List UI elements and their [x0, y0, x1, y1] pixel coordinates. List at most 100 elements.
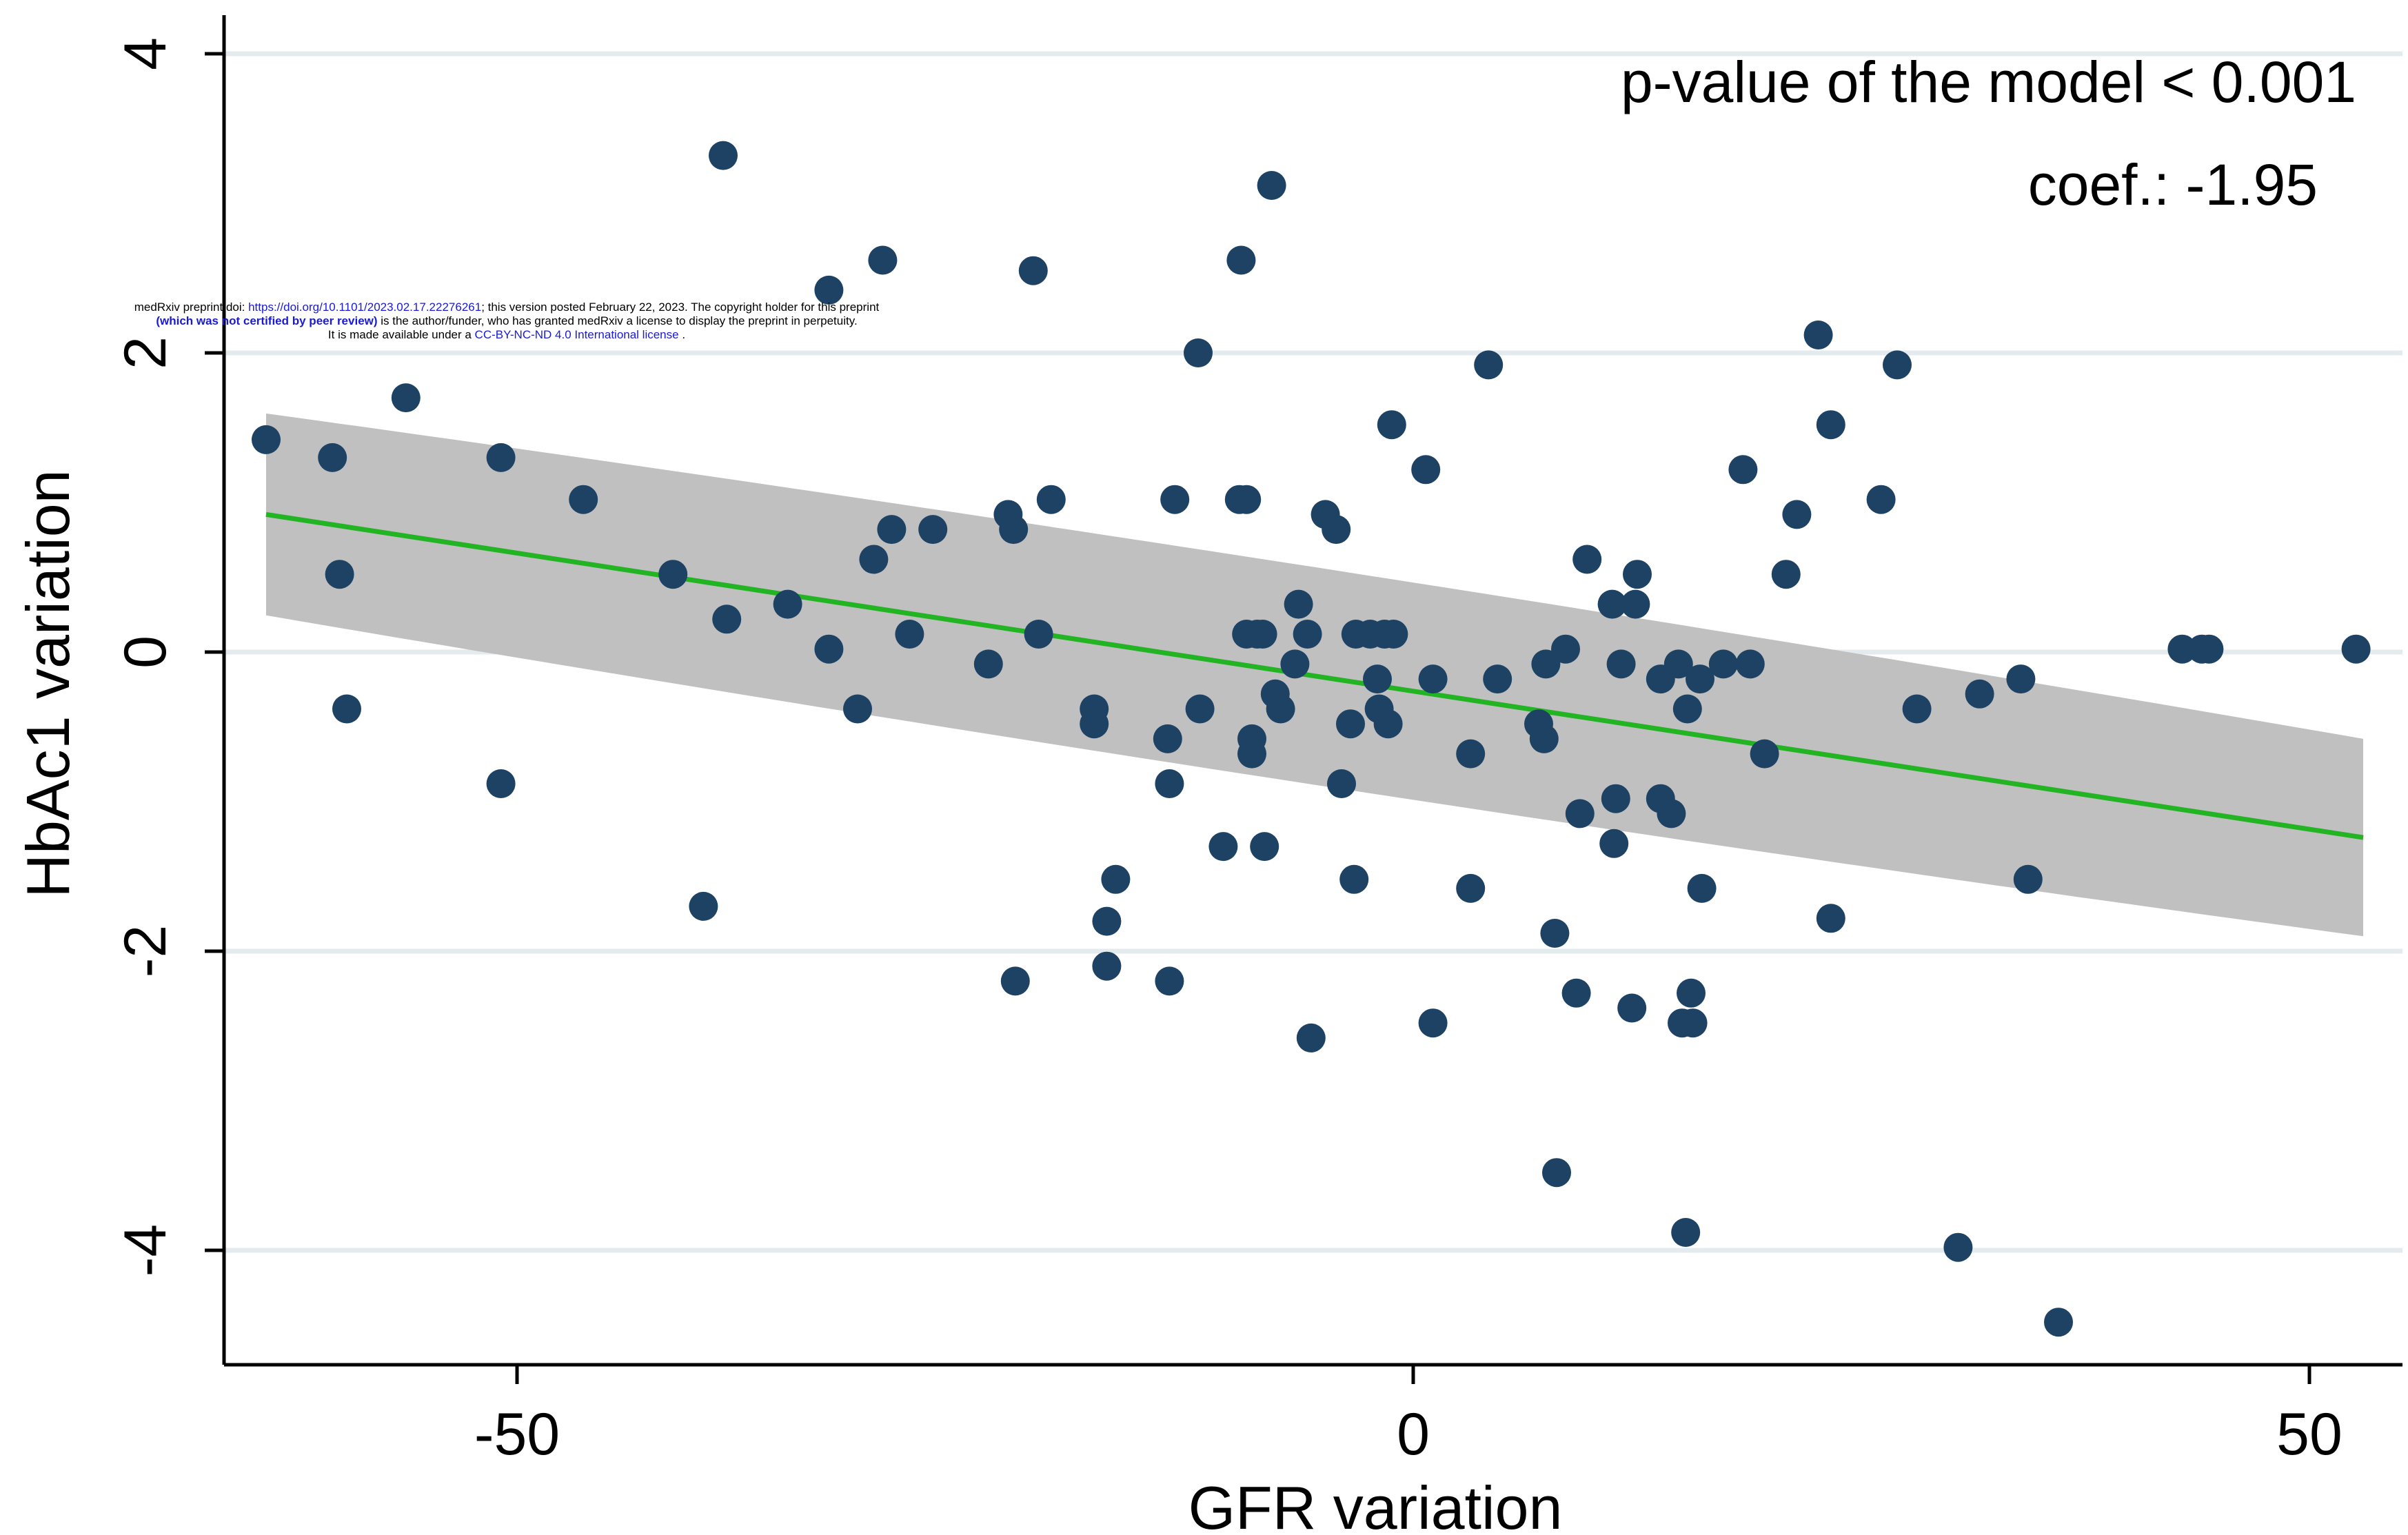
- y-tick-label: 4: [112, 37, 179, 70]
- data-point: [252, 425, 281, 454]
- data-point: [1771, 560, 1801, 589]
- data-point: [1621, 589, 1650, 619]
- data-point: [895, 620, 924, 649]
- data-point: [1184, 338, 1213, 367]
- data-point: [1226, 245, 1256, 275]
- data-point: [1686, 664, 1714, 694]
- data-point: [859, 545, 889, 574]
- data-point: [1284, 589, 1313, 619]
- data-point: [1708, 649, 1738, 679]
- data-point: [712, 604, 742, 634]
- data-point: [1943, 1232, 1973, 1262]
- data-points: [252, 141, 2371, 1337]
- data-point: [773, 589, 802, 619]
- data-point: [2341, 634, 2371, 664]
- data-point: [709, 141, 738, 170]
- data-point: [1606, 649, 1636, 679]
- data-point: [486, 443, 516, 472]
- data-point: [2013, 864, 2043, 894]
- data-point: [1678, 1008, 1708, 1038]
- data-point: [1418, 1008, 1448, 1038]
- data-point: [999, 515, 1029, 545]
- data-point: [1418, 664, 1448, 694]
- notice-line-2-suffix: is the author/funder, who has granted me…: [377, 314, 858, 327]
- axes: [222, 15, 2402, 1367]
- data-point: [1185, 694, 1215, 724]
- notice-line-1: medRxiv preprint doi: https://doi.org/10…: [0, 301, 1013, 314]
- doi-link[interactable]: https://doi.org/10.1101/2023.02.17.22276…: [248, 301, 482, 314]
- x-axis-title: GFR variation: [1188, 1474, 1563, 1535]
- coef-annotation: coef.: -1.95: [2028, 152, 2318, 217]
- data-point: [1208, 832, 1238, 862]
- data-point: [1657, 799, 1686, 829]
- data-point: [1373, 709, 1403, 739]
- notice-line-1-prefix: medRxiv preprint doi:: [134, 301, 249, 314]
- y-tick-label: -4: [112, 1224, 179, 1277]
- data-point: [1339, 864, 1369, 894]
- y-tick-label: -2: [112, 925, 179, 977]
- data-point: [332, 694, 361, 724]
- regression-line: [265, 511, 2364, 840]
- data-point: [1617, 993, 1647, 1023]
- preprint-notice: medRxiv preprint doi: https://doi.org/10…: [0, 301, 1013, 342]
- data-point: [1687, 873, 1717, 903]
- fit-line: [265, 511, 2364, 840]
- notice-line-3-prefix: It is made available under a: [327, 328, 475, 341]
- data-point: [658, 560, 688, 589]
- data-point: [1155, 769, 1184, 798]
- data-point: [1036, 485, 1066, 514]
- data-point: [1672, 694, 1702, 724]
- data-point: [1551, 634, 1580, 664]
- data-point: [1572, 545, 1602, 574]
- data-point: [1322, 515, 1351, 545]
- data-point: [814, 275, 844, 305]
- notice-line-3-suffix: .: [678, 328, 686, 341]
- data-point: [325, 560, 354, 589]
- data-point: [1456, 873, 1486, 903]
- data-point: [1735, 649, 1765, 679]
- data-point: [1728, 455, 1758, 485]
- data-point: [1024, 620, 1053, 649]
- data-point: [1816, 904, 1845, 933]
- data-point: [1883, 350, 1912, 380]
- data-point: [2006, 664, 2036, 694]
- data-point: [1379, 620, 1408, 649]
- data-point: [1336, 709, 1365, 739]
- data-point: [1155, 966, 1184, 996]
- data-point: [877, 515, 907, 545]
- data-point: [1750, 739, 1779, 769]
- data-point: [1080, 709, 1109, 739]
- x-tick-label: -50: [474, 1401, 560, 1467]
- data-point: [486, 769, 516, 798]
- data-point: [1529, 724, 1559, 753]
- data-point: [1296, 1023, 1326, 1053]
- data-point: [1250, 832, 1279, 862]
- notice-line-2: (which was not certified by peer review)…: [0, 314, 1013, 328]
- data-point: [1542, 1158, 1571, 1188]
- data-point: [1599, 829, 1629, 858]
- data-point: [1280, 649, 1310, 679]
- data-point: [1248, 620, 1277, 649]
- notice-line-1-suffix: ; this version posted February 22, 2023.…: [481, 301, 880, 314]
- data-point: [318, 443, 347, 472]
- data-point: [1377, 410, 1406, 440]
- data-point: [1474, 350, 1504, 380]
- data-point: [1531, 649, 1561, 679]
- data-point: [1483, 664, 1512, 694]
- data-point: [1965, 679, 1994, 709]
- data-point: [1232, 485, 1262, 514]
- data-point: [973, 649, 1003, 679]
- data-point: [391, 383, 421, 413]
- data-point: [1160, 485, 1190, 514]
- data-point: [1153, 724, 1182, 753]
- data-point: [1411, 455, 1441, 485]
- data-point: [2194, 634, 2224, 664]
- y-axis-title: HbAc1 variation: [14, 469, 82, 897]
- data-point: [2044, 1308, 2073, 1337]
- data-point: [1092, 951, 1122, 981]
- license-link[interactable]: CC-BY-NC-ND 4.0 International license: [474, 328, 679, 341]
- data-point: [1671, 1218, 1701, 1247]
- data-point: [1597, 589, 1627, 619]
- data-point: [1540, 919, 1570, 948]
